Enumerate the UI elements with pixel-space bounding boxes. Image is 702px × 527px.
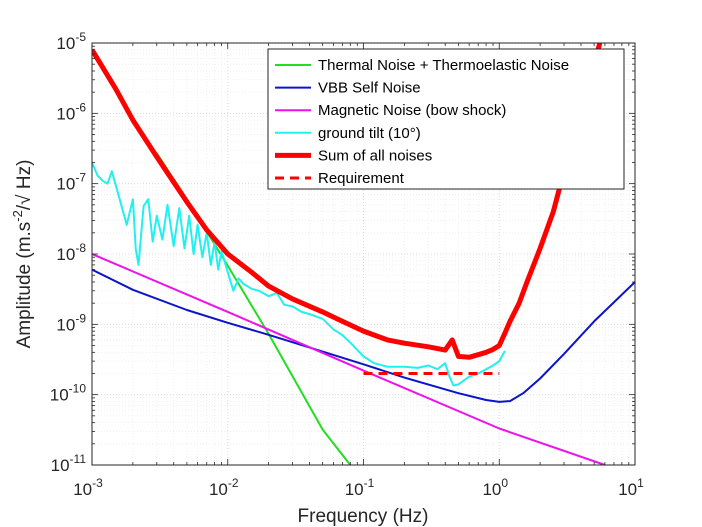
y-tick-base: 10 — [51, 456, 70, 475]
series-line-1 — [92, 268, 635, 403]
x-tick-label: 100 — [482, 476, 508, 499]
y-tick-exponent: -9 — [75, 311, 86, 325]
x-tick-label: 10-1 — [345, 476, 375, 499]
ticks — [91, 43, 635, 466]
series-group — [92, 43, 635, 465]
x-tick-base: 10 — [482, 480, 501, 499]
y-tick-exponent: -5 — [75, 30, 86, 44]
x-tick-exponent: -2 — [228, 476, 239, 490]
y-axis-label-unit: /√ Hz) — [14, 160, 35, 211]
x-tick-base: 10 — [209, 480, 228, 499]
y-tick-base: 10 — [56, 104, 75, 123]
series-line-2 — [92, 253, 606, 465]
y-tick-label: 10-5 — [56, 30, 86, 53]
series-line-4 — [92, 43, 603, 360]
legend-label: ground tilt (10°) — [318, 125, 421, 142]
x-tick-label: 10-3 — [73, 476, 103, 499]
x-tick-exponent: 1 — [637, 476, 644, 490]
x-tick-exponent: 0 — [501, 476, 508, 490]
y-tick-exponent: -8 — [75, 241, 86, 255]
x-axis-label: Frequency (Hz) — [298, 506, 429, 527]
y-tick-exponent: -6 — [75, 100, 86, 114]
y-tick-base: 10 — [56, 34, 75, 53]
x-tick-label: 101 — [618, 476, 644, 499]
x-tick-label: 10-2 — [209, 476, 239, 499]
legend-label: Thermal Noise + Thermoelastic Noise — [318, 57, 569, 74]
legend-box — [267, 48, 625, 190]
y-axis-label-main: Amplitude (m.s — [14, 222, 35, 349]
y-tick-base: 10 — [56, 315, 75, 334]
y-tick-exponent: -7 — [75, 171, 86, 185]
y-tick-label: 10-7 — [56, 171, 86, 194]
y-tick-label: 10-9 — [56, 311, 86, 334]
y-tick-exponent: -10 — [69, 382, 87, 396]
y-tick-label: 10-11 — [51, 452, 87, 475]
x-tick-labels: 10-3 10-2 10-1 100 101 — [73, 476, 644, 499]
x-tick-base: 10 — [345, 480, 364, 499]
y-tick-base: 10 — [56, 245, 75, 264]
y-tick-label: 10-8 — [56, 241, 86, 264]
y-tick-exponent: -11 — [70, 452, 87, 466]
legend-label: Magnetic Noise (bow shock) — [318, 102, 506, 119]
x-tick-exponent: -1 — [364, 476, 375, 490]
legend: Thermal Noise + Thermoelastic Noise VBB S… — [267, 48, 625, 190]
series-line-3 — [92, 162, 506, 387]
y-tick-base: 10 — [50, 386, 69, 405]
y-tick-label: 10-6 — [56, 100, 86, 123]
x-tick-exponent: -3 — [92, 476, 103, 490]
x-tick-base: 10 — [73, 480, 92, 499]
x-tick-base: 10 — [618, 480, 637, 499]
legend-label: VBB Self Noise — [318, 80, 421, 97]
y-tick-base: 10 — [56, 175, 75, 194]
y-tick-label: 10-10 — [50, 382, 87, 405]
y-axis-label-exponent: -2 — [10, 210, 25, 222]
y-axis-label: Amplitude (m.s-2/√ Hz) — [10, 160, 35, 349]
legend-label: Requirement — [318, 170, 405, 187]
legend-label: Sum of all noises — [318, 147, 432, 164]
